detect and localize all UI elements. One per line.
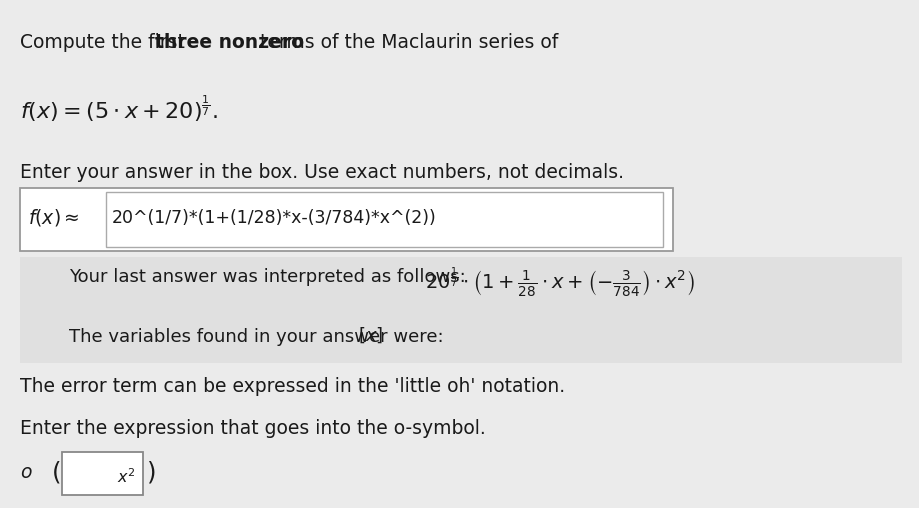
Text: $f(x) \approx$: $f(x) \approx$	[28, 207, 79, 228]
Text: Enter the expression that goes into the o-symbol.: Enter the expression that goes into the …	[20, 419, 486, 438]
Text: $f(x) = (5 \cdot x + 20)^{\frac{1}{7}}.$: $f(x) = (5 \cdot x + 20)^{\frac{1}{7}}.$	[20, 94, 218, 124]
Text: o: o	[20, 463, 32, 482]
FancyBboxPatch shape	[62, 452, 143, 495]
Text: The error term can be expressed in the 'little oh' notation.: The error term can be expressed in the '…	[20, 377, 565, 396]
Text: Your last answer was interpreted as follows:: Your last answer was interpreted as foll…	[69, 268, 471, 286]
Text: (: (	[51, 460, 61, 485]
Text: $x^2$: $x^2$	[118, 467, 136, 486]
Text: Compute the first: Compute the first	[20, 33, 191, 52]
Text: $[x]$: $[x]$	[358, 325, 383, 344]
FancyBboxPatch shape	[20, 188, 673, 251]
FancyBboxPatch shape	[20, 257, 902, 363]
Text: $20^{\frac{1}{7}} \cdot \left(1 + \frac{1}{28} \cdot x + \left(-\frac{3}{784}\ri: $20^{\frac{1}{7}} \cdot \left(1 + \frac{…	[425, 266, 695, 300]
Text: 20^(1/7)*(1+(1/28)*x-(3/784)*x^(2)): 20^(1/7)*(1+(1/28)*x-(3/784)*x^(2))	[112, 209, 437, 227]
Text: ): )	[147, 460, 156, 485]
Text: terms of the Maclaurin series of: terms of the Maclaurin series of	[254, 33, 558, 52]
Text: three nonzero: three nonzero	[155, 33, 304, 52]
Text: Enter your answer in the box. Use exact numbers, not decimals.: Enter your answer in the box. Use exact …	[20, 163, 624, 181]
Text: The variables found in your answer were:: The variables found in your answer were:	[69, 328, 449, 345]
FancyBboxPatch shape	[106, 192, 663, 247]
